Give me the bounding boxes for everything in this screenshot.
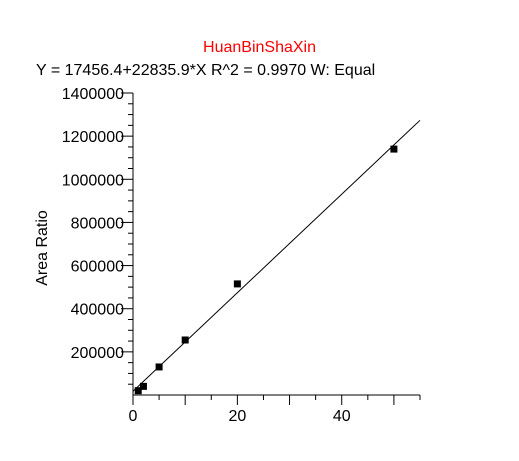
y-tick-label: 1400000 — [62, 86, 124, 103]
data-point — [139, 382, 147, 390]
chart-title: HuanBinShaXin — [203, 39, 316, 56]
y-tick-label: 1200000 — [62, 129, 124, 146]
data-points — [134, 145, 398, 395]
x-ticks: 0 20 40 — [129, 395, 421, 425]
y-tick-label: 800000 — [71, 215, 124, 232]
x-tick-label: 20 — [228, 408, 246, 425]
y-ticks: 200000 400000 600000 800000 1000000 1200000 14… — [62, 86, 133, 385]
fit-line-group — [132, 119, 421, 392]
x-tick-label: 0 — [129, 408, 138, 425]
data-point — [390, 145, 398, 153]
y-tick-label: 400000 — [71, 302, 124, 319]
data-point — [233, 280, 241, 288]
y-tick-label: 1000000 — [62, 172, 124, 189]
data-point — [181, 336, 189, 344]
regression-equation: Y = 17456.4+22835.9*X R^2 = 0.9970 W: Eq… — [36, 62, 376, 79]
fit-line — [132, 119, 421, 392]
data-point — [134, 387, 142, 395]
y-tick-label: 200000 — [71, 345, 124, 362]
x-tick-label: 40 — [333, 408, 351, 425]
y-tick-label: 600000 — [71, 259, 124, 276]
data-point — [155, 363, 163, 371]
axes — [132, 93, 420, 396]
